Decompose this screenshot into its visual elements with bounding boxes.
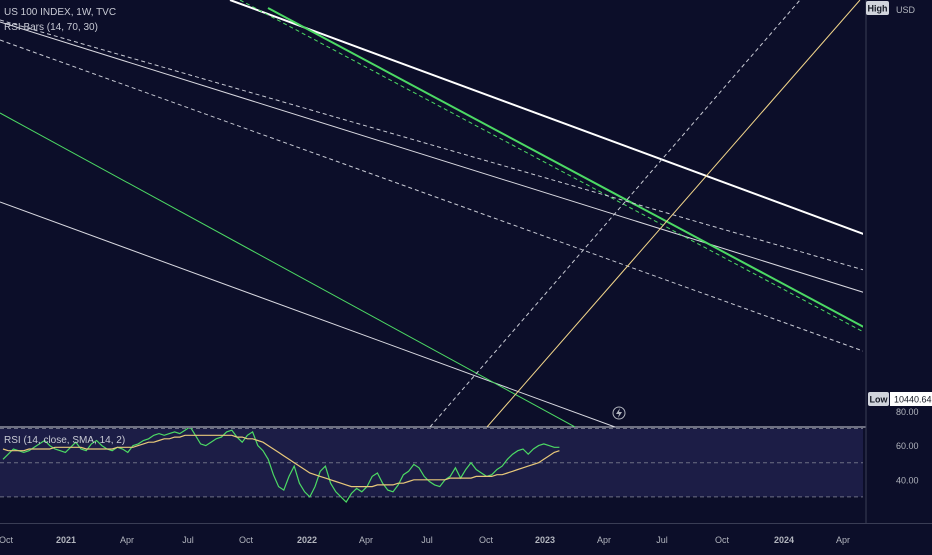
- x-tick-label: 2024: [774, 535, 794, 545]
- x-tick-label: 2022: [297, 535, 317, 545]
- x-tick-label: Apr: [359, 535, 373, 545]
- high-badge: [866, 1, 889, 15]
- x-tick-label: 2021: [56, 535, 76, 545]
- currency-label: USD: [896, 5, 916, 15]
- white-trendline-lower: [0, 201, 616, 427]
- x-tick-label: Jul: [656, 535, 668, 545]
- dashed-trendline-2: [0, 39, 863, 352]
- rsi-lines: [2, 428, 560, 503]
- yellow-trendline-ascending: [486, 0, 861, 427]
- low-price-label: 10440.64: [894, 395, 932, 405]
- x-tick-label: 2023: [535, 535, 555, 545]
- lightning-icon: [616, 408, 622, 418]
- trendlines: [0, 0, 863, 427]
- x-tick-label: Oct: [715, 535, 730, 545]
- x-tick-label: Apr: [120, 535, 134, 545]
- x-tick-label: Jul: [421, 535, 433, 545]
- x-tick-label: Oct: [0, 535, 13, 545]
- rsi-legend: RSI (14, close, SMA, 14, 2): [4, 435, 126, 446]
- white-trendline-upper: [229, 0, 863, 235]
- symbol-legend: US 100 INDEX, 1W, TVC: [4, 7, 117, 18]
- indicator-legend: RSI Bars (14, 70, 30): [4, 22, 98, 33]
- green-dashed-trendline: [239, 0, 863, 333]
- dashed-trendline-ascending: [429, 0, 801, 427]
- green-trendline-upper: [267, 7, 863, 328]
- rsi-tick-label: 80.00: [896, 407, 919, 417]
- rsi-line: [2, 428, 560, 503]
- x-tick-label: Oct: [239, 535, 254, 545]
- x-tick-label: Oct: [479, 535, 494, 545]
- event-marker-icon: [612, 406, 626, 420]
- rsi-tick-label: 40.00: [896, 475, 919, 485]
- low-badge-label: Low: [870, 395, 889, 405]
- rsi-tick-label: 60.00: [896, 441, 919, 451]
- low-badge: [868, 392, 889, 406]
- white-trendline-mid: [0, 21, 863, 293]
- x-tick-label: Apr: [836, 535, 850, 545]
- x-tick-label: Jul: [182, 535, 194, 545]
- high-badge-label: High: [868, 4, 888, 14]
- green-trendline-lower: [0, 112, 576, 427]
- dashed-trendline-1: [0, 19, 863, 271]
- x-tick-label: Apr: [597, 535, 611, 545]
- low-price-badge: [890, 392, 932, 406]
- rsi-sma-line: [2, 434, 560, 488]
